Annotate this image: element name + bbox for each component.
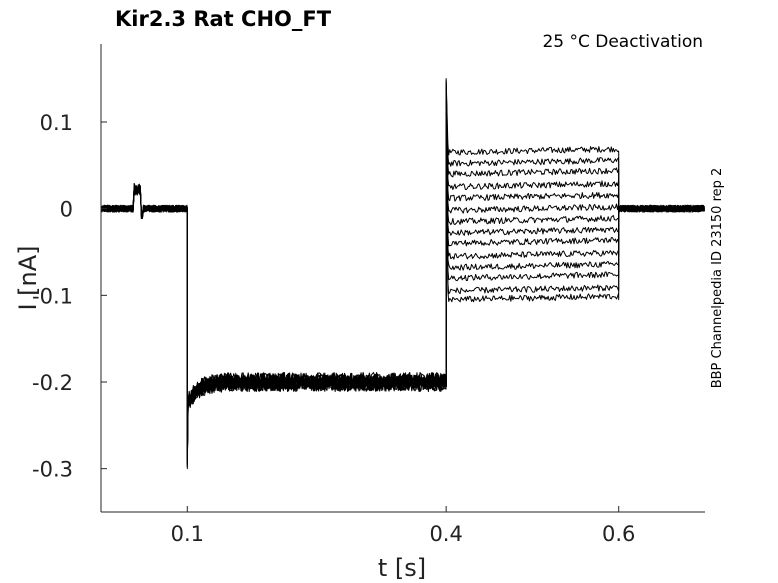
current-trace-line bbox=[100, 100, 705, 447]
x-tick-label: 0.6 bbox=[602, 522, 635, 546]
current-trace-line bbox=[100, 85, 705, 463]
chart-annotation: 25 °C Deactivation bbox=[542, 32, 703, 52]
y-tick-label: 0.1 bbox=[40, 111, 73, 135]
side-label: BBP Channelpedia ID 23150 rep 2 bbox=[710, 168, 725, 389]
current-trace-line bbox=[100, 78, 705, 470]
x-tick-label: 0.1 bbox=[171, 522, 204, 546]
y-tick-label: -0.1 bbox=[32, 284, 73, 308]
chart-title: Kir2.3 Rat CHO_FT bbox=[115, 7, 332, 31]
current-trace-line bbox=[100, 81, 705, 466]
current-trace-line bbox=[100, 83, 705, 464]
x-axis-label: t [s] bbox=[378, 554, 426, 582]
current-traces bbox=[100, 78, 705, 470]
y-tick-label: -0.3 bbox=[32, 458, 73, 482]
x-ticks: 0.1 0.4 0.6 bbox=[171, 506, 635, 546]
y-tick-label: 0 bbox=[60, 198, 73, 222]
y-tick-label: -0.2 bbox=[32, 371, 73, 395]
x-tick-label: 0.4 bbox=[429, 522, 462, 546]
current-trace-line bbox=[100, 86, 705, 461]
y-axis-label: I [nA] bbox=[14, 245, 42, 310]
current-trace-line bbox=[100, 79, 705, 468]
y-ticks: 0.1 0 -0.1 -0.2 -0.3 bbox=[32, 111, 107, 482]
